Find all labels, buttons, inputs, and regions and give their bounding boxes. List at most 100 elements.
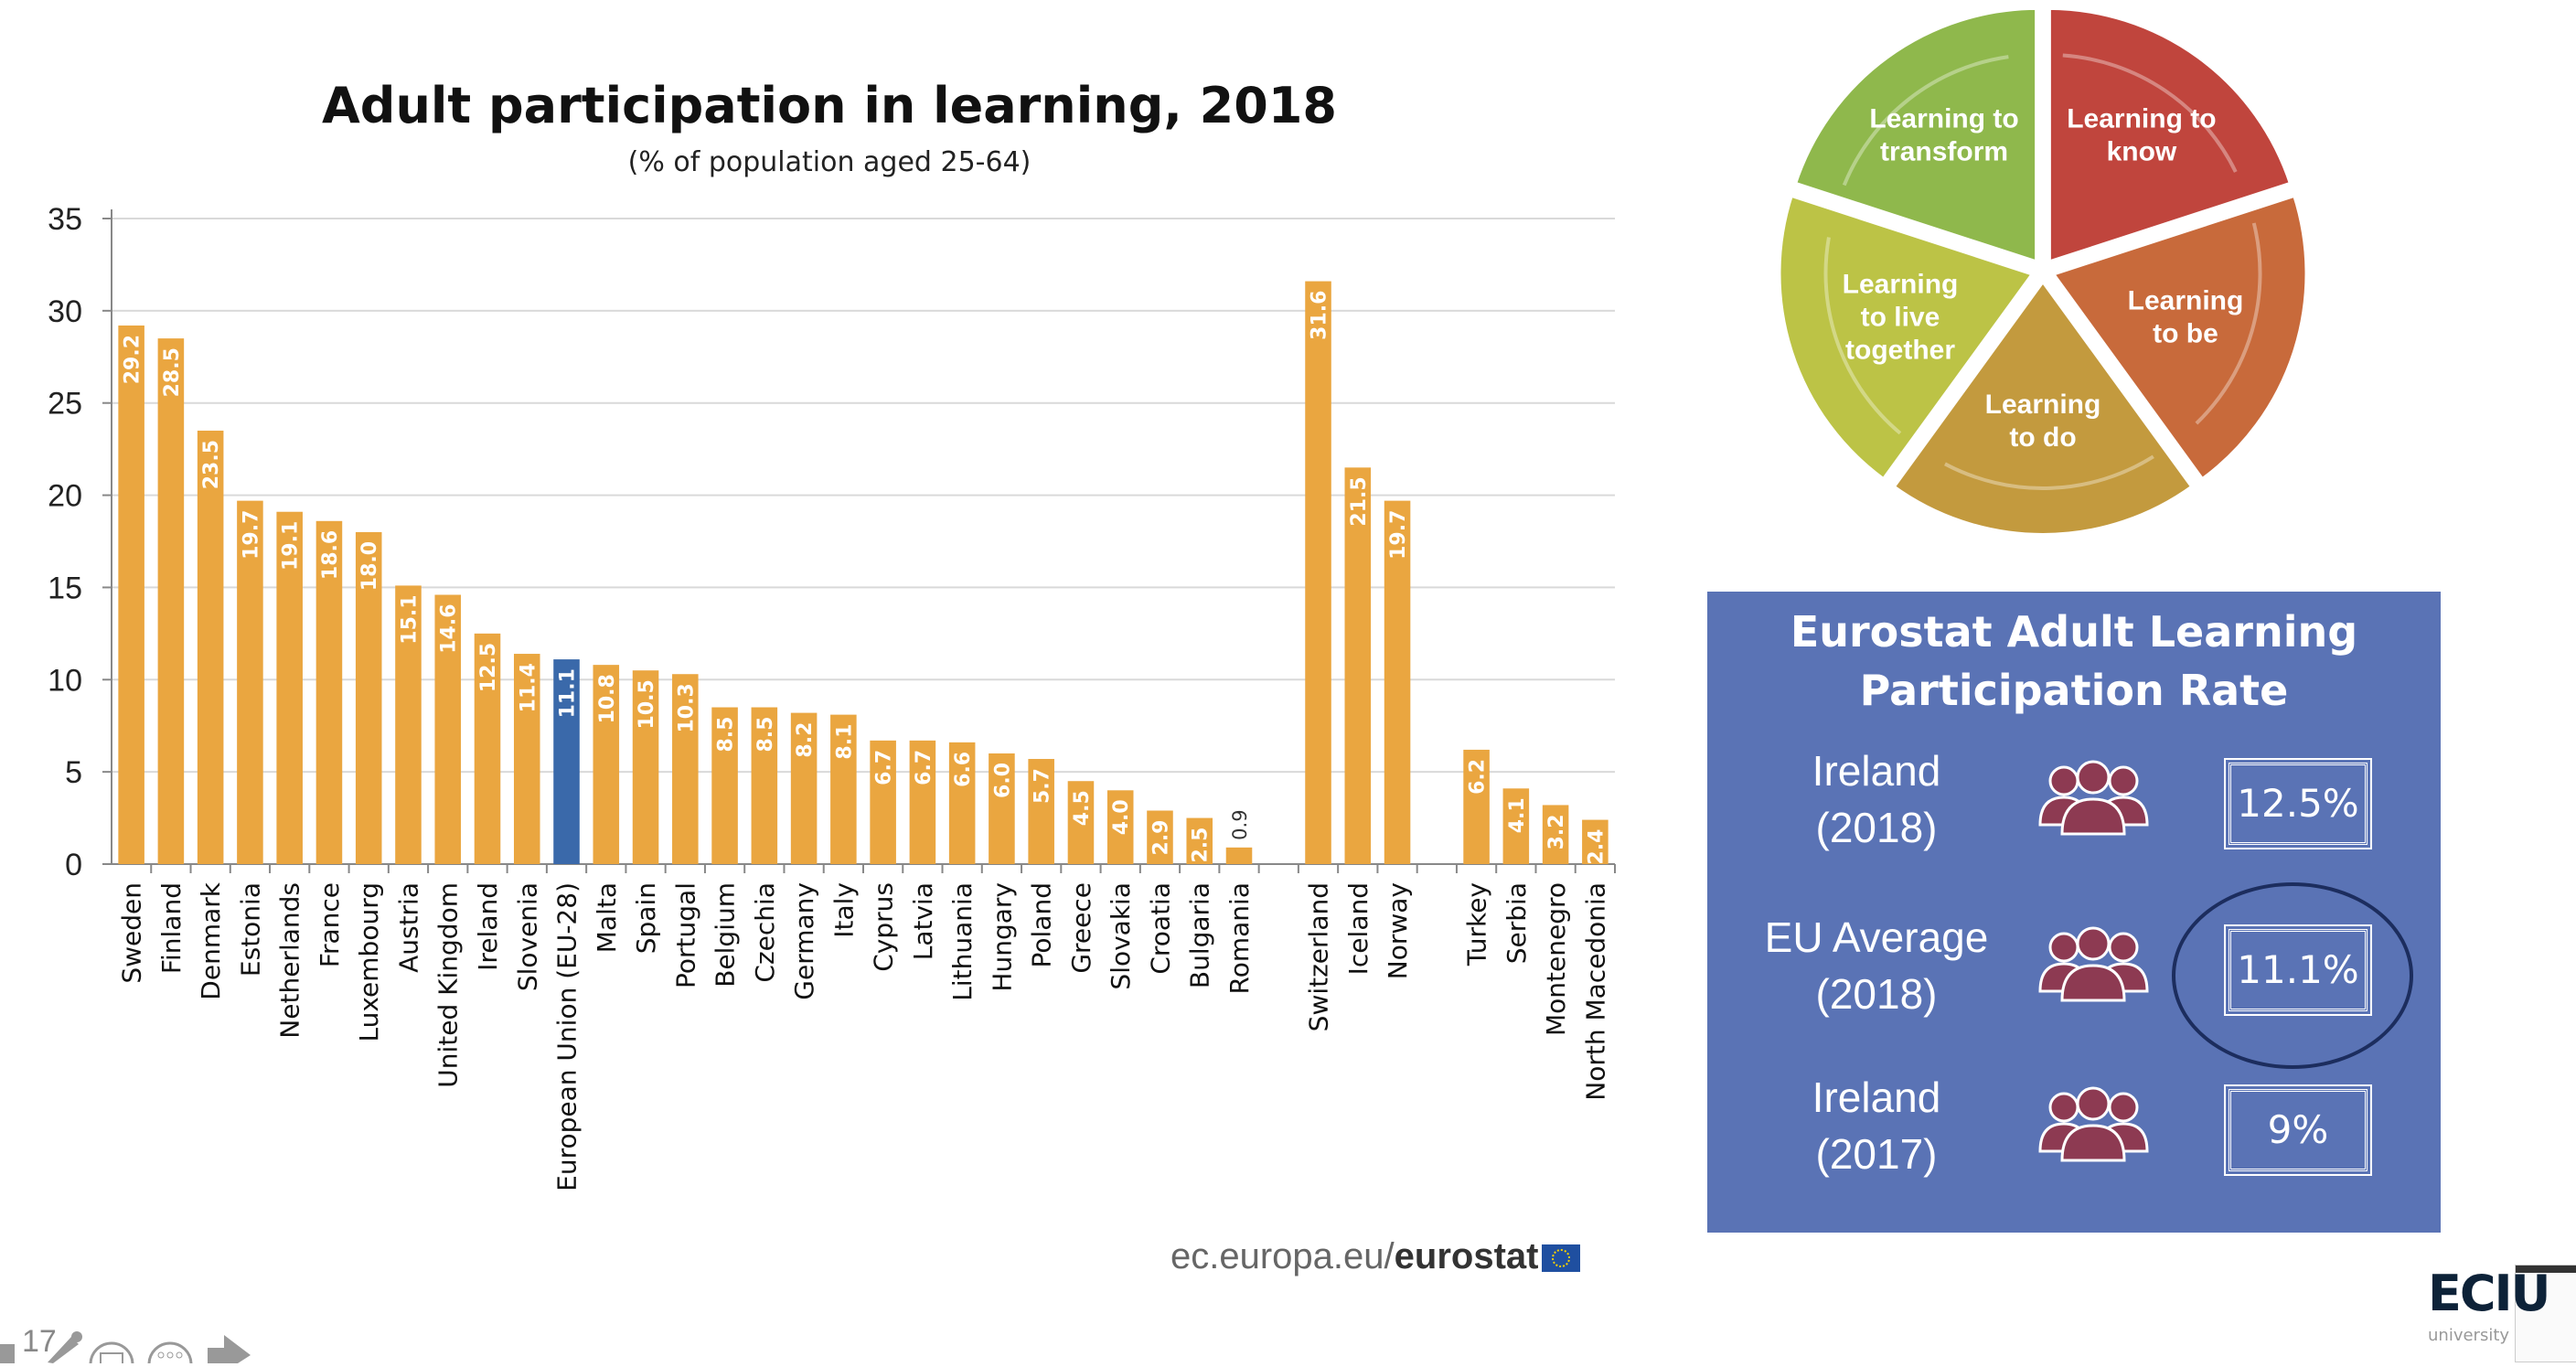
cycle-arrow-icon <box>1823 237 1902 435</box>
row-label-line-2: (2018) <box>1815 804 1938 851</box>
pillar-label: Learning to transform <box>1869 103 2018 166</box>
category-label: Croatia <box>1145 882 1175 975</box>
subtitles-icon[interactable] <box>89 1341 134 1367</box>
category-label: Norway <box>1383 882 1413 979</box>
source-credit: ec.europa.eu/eurostat <box>1170 1236 1581 1277</box>
category-label: Austria <box>393 882 423 973</box>
eciu-logo: ECIU university <box>2428 1265 2576 1362</box>
page-number: 17 <box>22 1324 57 1359</box>
people-group-icon <box>2038 760 2149 836</box>
data-label: 10.8 <box>596 674 619 723</box>
bar-greece <box>1067 781 1095 864</box>
prev-slide-icon[interactable] <box>0 1344 15 1363</box>
cycle-arrow-icon <box>1842 55 2009 187</box>
data-label: 6.2 <box>1467 759 1490 795</box>
data-label: 18.0 <box>358 541 381 591</box>
category-label: France <box>315 882 345 967</box>
bar-romania <box>1225 847 1253 864</box>
bar-north-macedonia <box>1582 819 1609 864</box>
row-label-line-2: (2018) <box>1815 970 1938 1018</box>
pillar-learning-to-do: Learning to do <box>1888 274 2197 539</box>
data-label: 5.7 <box>1031 768 1054 804</box>
data-label: 10.5 <box>636 679 658 729</box>
data-label: 18.6 <box>319 530 342 580</box>
y-tick-label: 15 <box>48 571 82 605</box>
category-label: Belgium <box>711 882 741 988</box>
category-label: Serbia <box>1502 882 1532 964</box>
y-tick-label: 20 <box>48 479 82 514</box>
pillar-label: Learning to be <box>2128 286 2244 349</box>
category-label: Lithuania <box>947 882 978 1001</box>
bar-latvia <box>909 740 936 864</box>
highlight-circle <box>2172 882 2413 1069</box>
next-slide-icon[interactable] <box>208 1335 251 1363</box>
data-label: 2.4 <box>1585 829 1608 865</box>
y-tick-label: 25 <box>48 387 82 422</box>
data-label: 19.7 <box>1387 510 1410 560</box>
row-label-line-1: EU Average <box>1764 913 1989 961</box>
y-tick-label: 30 <box>48 294 82 329</box>
category-label: Finland <box>156 882 187 974</box>
data-label: 6.0 <box>991 763 1014 798</box>
bar-lithuania <box>948 742 976 864</box>
bar-estonia <box>237 500 263 864</box>
data-label: 12.5 <box>477 643 500 692</box>
y-tick-label: 10 <box>48 663 82 698</box>
data-label: 15.1 <box>398 594 421 644</box>
people-group-icon <box>2038 1086 2149 1162</box>
data-label: 10.3 <box>675 683 698 732</box>
bar-montenegro <box>1542 805 1569 864</box>
bar-iceland <box>1344 467 1372 864</box>
category-label: Germany <box>789 882 819 1000</box>
cycle-arrow-icon <box>2195 222 2262 425</box>
category-label: Montenegro <box>1541 882 1571 1036</box>
category-label: Spain <box>631 882 661 954</box>
row-label-line-2: (2017) <box>1815 1130 1938 1178</box>
category-label: Malta <box>592 882 622 953</box>
bar-germany <box>790 712 818 864</box>
data-label: 19.7 <box>240 510 262 560</box>
pen-icon[interactable] <box>48 1331 82 1363</box>
bar-slovakia <box>1106 790 1134 864</box>
pillar-label: Learning to live together <box>1843 270 1959 366</box>
data-label: 4.0 <box>1110 799 1133 835</box>
category-label: Luxembourg <box>354 882 384 1042</box>
pillar-learning-to-live-together: Learning to live together <box>1775 190 2039 485</box>
data-label: 29.2 <box>122 335 144 384</box>
bar-czechia <box>751 707 778 864</box>
bar-hungary <box>989 753 1015 864</box>
data-label: 6.7 <box>873 750 896 785</box>
value-box: 12.5% <box>2224 758 2372 849</box>
category-label: Denmark <box>196 881 226 999</box>
data-label: 6.6 <box>952 752 975 787</box>
category-label: Ireland <box>473 882 503 971</box>
bar-bulgaria <box>1186 817 1213 864</box>
bar-chart: 0 5 10 15 20 25 30 35 29.2 Sweden 28.5 Finland 23.5 D… <box>48 202 1616 1191</box>
pillar-label: Learning to know <box>2067 103 2216 166</box>
category-label: Greece <box>1066 882 1096 974</box>
paper-thumbnail <box>2515 1265 2576 1362</box>
data-label: 2.9 <box>1149 820 1172 856</box>
data-label: 8.2 <box>794 722 817 758</box>
category-label: North Macedonia <box>1580 882 1610 1101</box>
bar-belgium <box>711 707 738 864</box>
bar-france <box>315 520 343 864</box>
data-label: 2.5 <box>1190 828 1213 863</box>
bar-european-union-eu-28- <box>553 659 580 864</box>
more-options-icon[interactable] <box>147 1341 193 1367</box>
cycle-arrow-icon <box>2062 53 2238 173</box>
bar-switzerland <box>1305 281 1331 864</box>
data-label: 28.5 <box>161 347 184 397</box>
bar-finland <box>157 338 185 865</box>
data-label: 4.1 <box>1506 797 1529 833</box>
category-label: Switzerland <box>1304 882 1334 1031</box>
y-tick-label: 0 <box>65 848 82 882</box>
data-label: 11.1 <box>557 668 580 718</box>
source-prefix: ec.europa.eu/ <box>1170 1236 1395 1276</box>
category-label: Sweden <box>117 882 147 984</box>
bar-ireland <box>474 633 501 864</box>
category-label: Netherlands <box>275 882 305 1039</box>
data-label: 19.1 <box>280 521 303 571</box>
pillar-label: Learning to do <box>1985 390 2101 453</box>
data-label: 8.1 <box>833 724 856 760</box>
